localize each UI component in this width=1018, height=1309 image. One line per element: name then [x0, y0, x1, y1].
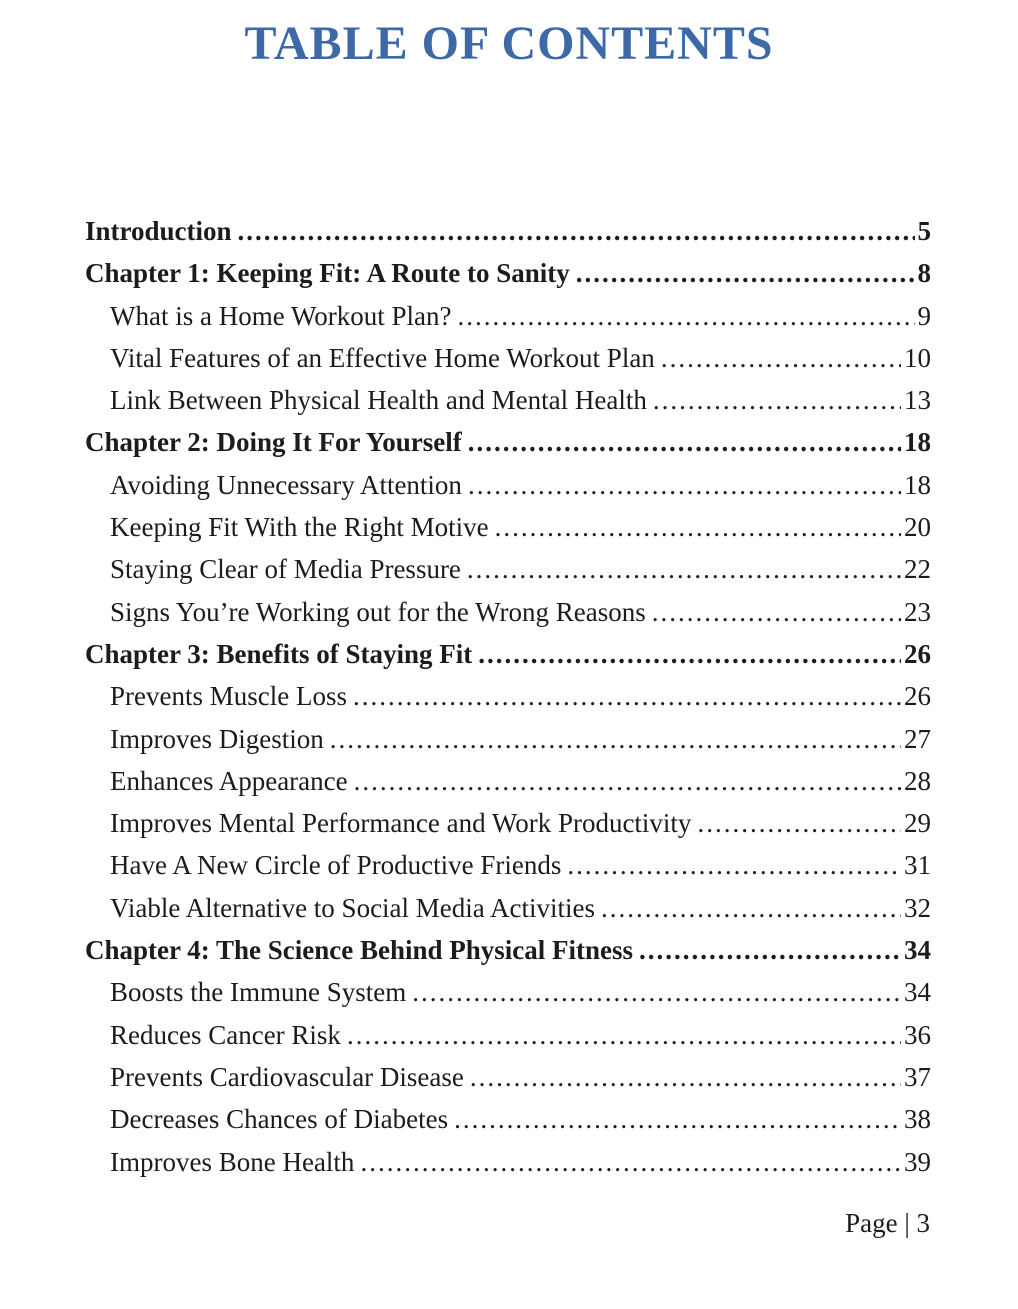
toc-entry-page: 8 [917, 258, 932, 289]
toc-entry[interactable]: Chapter 3: Benefits of Staying Fit 26 [85, 633, 931, 675]
toc-entry-page: 28 [904, 765, 931, 796]
toc-entry-page: 36 [904, 1019, 931, 1050]
page-title: TABLE OF CONTENTS [244, 17, 774, 70]
dot-leader [412, 971, 901, 1013]
dot-leader [360, 1141, 901, 1183]
dot-leader [661, 337, 901, 379]
toc-entry[interactable]: Chapter 2: Doing It For Yourself 18 [85, 421, 931, 463]
toc-entry-title: Boosts the Immune System [110, 977, 407, 1008]
toc-entry[interactable]: Link Between Physical Health and Mental … [85, 379, 931, 421]
toc-entry-page: 18 [904, 427, 931, 458]
toc-entry[interactable]: Improves Digestion 27 [85, 718, 931, 760]
toc-entry-page: 26 [904, 638, 931, 669]
toc-entry[interactable]: Viable Alternative to Social Media Activ… [85, 887, 931, 929]
toc-entry-page: 10 [904, 342, 931, 373]
toc-entry-title: Improves Digestion [110, 723, 324, 754]
toc-entry-title: Viable Alternative to Social Media Activ… [110, 892, 596, 923]
toc-entry[interactable]: Boosts the Immune System 34 [85, 971, 931, 1013]
toc-entry-title: Enhances Appearance [110, 765, 348, 796]
toc-entry[interactable]: Vital Features of an Effective Home Work… [85, 337, 931, 379]
dot-leader [639, 929, 901, 971]
dot-leader [468, 464, 901, 506]
toc-entry-title: Decreases Chances of Diabetes [110, 1104, 449, 1135]
toc-entry[interactable]: Enhances Appearance 28 [85, 760, 931, 802]
dot-leader [354, 760, 901, 802]
toc-entry-title: Improves Bone Health [110, 1146, 355, 1177]
dot-leader [652, 591, 901, 633]
toc-entry[interactable]: What is a Home Workout Plan? 9 [85, 295, 931, 337]
toc-entry-title: Keeping Fit With the Right Motive [110, 512, 489, 543]
toc-entry-title: Signs You’re Working out for the Wrong R… [110, 596, 646, 627]
toc-entry-page: 34 [904, 935, 931, 966]
toc-entry-page: 18 [904, 469, 931, 500]
toc-entry[interactable]: Improves Mental Performance and Work Pro… [85, 802, 931, 844]
toc-entry-title: Improves Mental Performance and Work Pro… [110, 808, 692, 839]
toc-entry-page: 32 [904, 892, 931, 923]
toc-entry-page: 37 [904, 1061, 931, 1092]
toc-entry-title: Introduction [85, 216, 232, 246]
toc-entry-page: 9 [917, 300, 932, 331]
toc-entry-page: 34 [904, 977, 931, 1008]
dot-leader [576, 252, 915, 294]
dot-leader [467, 548, 901, 590]
toc-entry-title: Vital Features of an Effective Home Work… [110, 342, 655, 373]
toc-entry-page: 31 [904, 850, 931, 881]
toc-entry-page: 39 [904, 1146, 931, 1177]
toc-entry[interactable]: Chapter 1: Keeping Fit: A Route to Sanit… [85, 252, 931, 294]
toc-entry[interactable]: Avoiding Unnecessary Attention 18 [85, 464, 931, 506]
toc-entry-page: 26 [904, 681, 931, 712]
dot-leader [601, 887, 901, 929]
toc-entry-page: 5 [917, 216, 932, 246]
dot-leader [468, 421, 901, 463]
toc-entry-page: 13 [904, 385, 931, 416]
toc-entry-page: 27 [904, 723, 931, 754]
page-footer: Page | 3 [845, 1206, 930, 1240]
toc-entry-title: Chapter 4: The Science Behind Physical F… [85, 935, 634, 966]
dot-leader [458, 295, 915, 337]
toc-entry-page: 38 [904, 1104, 931, 1135]
toc-entry[interactable]: Reduces Cancer Risk 36 [85, 1014, 931, 1056]
footer-page-label: Page | 3 [845, 1208, 930, 1238]
toc-entry-title: Have A New Circle of Productive Friends [110, 850, 562, 881]
toc-entry-title: Prevents Cardiovascular Disease [110, 1061, 464, 1092]
toc-entry[interactable]: Have A New Circle of Productive Friends … [85, 844, 931, 886]
toc-entry-title: Chapter 3: Benefits of Staying Fit [85, 638, 473, 669]
dot-leader [697, 802, 901, 844]
dot-leader [330, 718, 901, 760]
dot-leader [238, 210, 915, 252]
toc-entry-title: Reduces Cancer Risk [110, 1019, 341, 1050]
dot-leader [454, 1098, 901, 1140]
toc-entry-title: Staying Clear of Media Pressure [110, 554, 461, 585]
toc-entry-title: Chapter 1: Keeping Fit: A Route to Sanit… [85, 258, 570, 289]
dot-leader [470, 1056, 901, 1098]
dot-leader [347, 1014, 901, 1056]
dot-leader [495, 506, 901, 548]
toc-entry[interactable]: Keeping Fit With the Right Motive 20 [85, 506, 931, 548]
toc-entry[interactable]: Staying Clear of Media Pressure 22 [85, 548, 931, 590]
table-of-contents: Introduction 5 Chapter 1: Keeping Fit: A… [85, 210, 931, 1183]
toc-entry-title: What is a Home Workout Plan? [110, 300, 452, 331]
toc-entry[interactable]: Prevents Cardiovascular Disease 37 [85, 1056, 931, 1098]
toc-entry-page: 20 [904, 512, 931, 543]
toc-entry-title: Chapter 2: Doing It For Yourself [85, 427, 462, 458]
dot-leader [653, 379, 901, 421]
toc-entry[interactable]: Chapter 4: The Science Behind Physical F… [85, 929, 931, 971]
toc-entry-page: 29 [904, 808, 931, 839]
dot-leader [353, 675, 901, 717]
toc-entry-title: Prevents Muscle Loss [110, 681, 347, 712]
toc-entry[interactable]: Prevents Muscle Loss 26 [85, 675, 931, 717]
toc-entry[interactable]: Signs You’re Working out for the Wrong R… [85, 591, 931, 633]
toc-entry-page: 22 [904, 554, 931, 585]
dot-leader [567, 844, 901, 886]
toc-entry[interactable]: Introduction 5 [85, 210, 931, 252]
toc-entry[interactable]: Decreases Chances of Diabetes 38 [85, 1098, 931, 1140]
toc-entry[interactable]: Improves Bone Health 39 [85, 1141, 931, 1183]
toc-entry-title: Link Between Physical Health and Mental … [110, 385, 647, 416]
toc-entry-page: 23 [904, 596, 931, 627]
dot-leader [478, 633, 901, 675]
toc-entry-title: Avoiding Unnecessary Attention [110, 469, 462, 500]
